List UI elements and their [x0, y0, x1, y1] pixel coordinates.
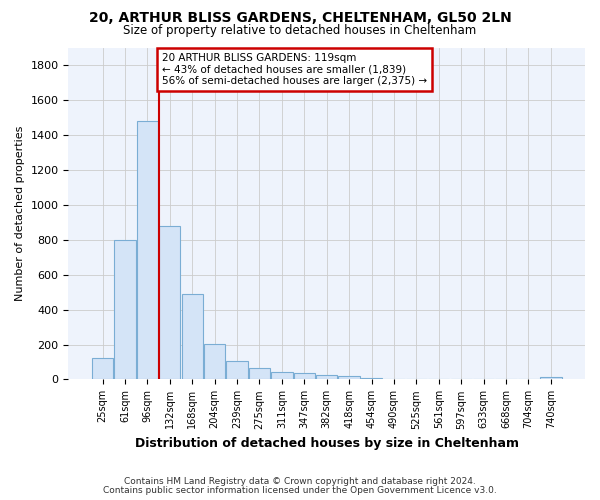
X-axis label: Distribution of detached houses by size in Cheltenham: Distribution of detached houses by size …: [135, 437, 519, 450]
Bar: [92, 358, 113, 380]
Bar: [293, 374, 315, 380]
Y-axis label: Number of detached properties: Number of detached properties: [15, 126, 25, 301]
Bar: [249, 368, 270, 380]
Bar: [137, 121, 158, 380]
Bar: [540, 377, 562, 380]
Bar: [182, 294, 203, 380]
Bar: [115, 240, 136, 380]
Bar: [204, 344, 225, 380]
Bar: [226, 361, 248, 380]
Text: 20, ARTHUR BLISS GARDENS, CHELTENHAM, GL50 2LN: 20, ARTHUR BLISS GARDENS, CHELTENHAM, GL…: [89, 11, 511, 25]
Text: 20 ARTHUR BLISS GARDENS: 119sqm
← 43% of detached houses are smaller (1,839)
56%: 20 ARTHUR BLISS GARDENS: 119sqm ← 43% of…: [162, 52, 427, 86]
Text: Size of property relative to detached houses in Cheltenham: Size of property relative to detached ho…: [124, 24, 476, 37]
Bar: [361, 378, 382, 380]
Bar: [316, 374, 337, 380]
Bar: [271, 372, 293, 380]
Bar: [159, 226, 181, 380]
Text: Contains HM Land Registry data © Crown copyright and database right 2024.: Contains HM Land Registry data © Crown c…: [124, 477, 476, 486]
Text: Contains public sector information licensed under the Open Government Licence v3: Contains public sector information licen…: [103, 486, 497, 495]
Bar: [338, 376, 360, 380]
